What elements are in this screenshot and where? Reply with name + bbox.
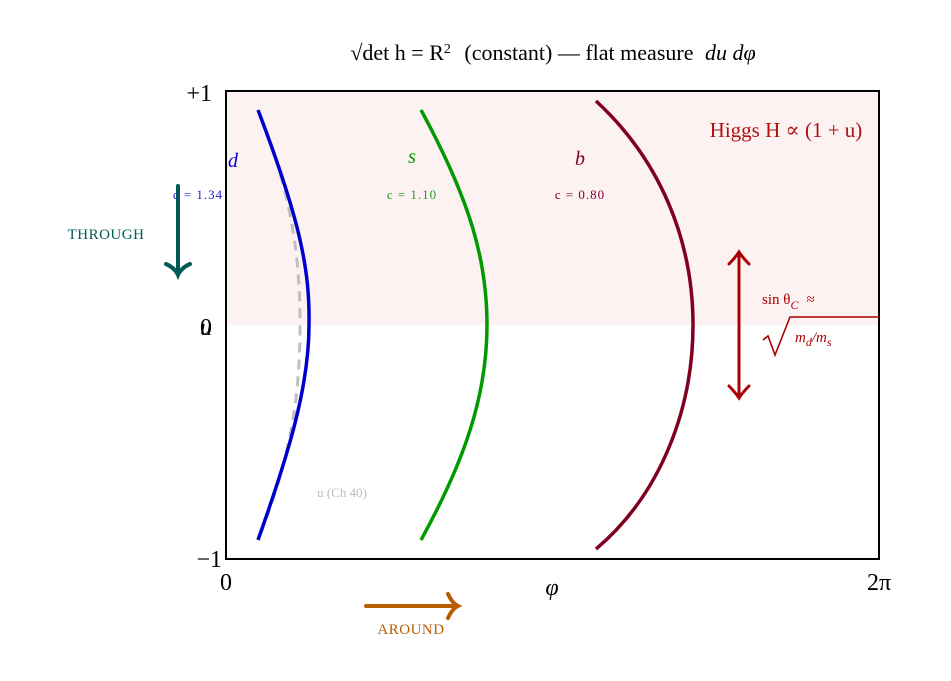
curve-s-c-value: c = 1.10 (387, 187, 437, 202)
reference-curve-label: u (Ch 40) (317, 485, 367, 500)
curve-s (419, 109, 489, 541)
curve-d-c-value: c = 1.34 (173, 187, 223, 202)
curve-d-label: d (228, 150, 239, 172)
sqrt-sign-icon (762, 316, 879, 358)
curve-b-c-value: c = 0.80 (555, 187, 605, 202)
around-label: AROUND (377, 622, 444, 638)
curve-d (256, 109, 311, 541)
curve-b-label: b (575, 148, 585, 170)
y-axis-label-u: u (200, 315, 212, 341)
around-arrow-icon (364, 592, 463, 620)
higgs-shaded-region (226, 91, 879, 325)
higgs-label: Higgs H ∝ (1 + u) (710, 118, 863, 142)
x-tick-right: 2π (867, 570, 891, 596)
cabibbo-line1: sin θC ≈ (762, 292, 815, 312)
plot-frame (225, 90, 880, 560)
through-label: THROUGH (68, 227, 145, 243)
curve-s-label: s (408, 146, 416, 168)
through-arrow-icon (164, 184, 192, 281)
x-tick-left: 0 (220, 570, 232, 596)
cabibbo-double-arrow-icon (727, 249, 751, 401)
cabibbo-sqrt-body: md/ms (795, 330, 832, 349)
y-tick-top: +1 (186, 81, 212, 107)
chart-title: √det h = R2 (constant) — flat measure du… (350, 40, 755, 65)
y-tick-bottom: −1 (196, 547, 222, 573)
y-tick-mid: 0 (200, 315, 212, 341)
curve-b (594, 99, 695, 551)
x-axis-label-phi: φ (545, 575, 558, 601)
